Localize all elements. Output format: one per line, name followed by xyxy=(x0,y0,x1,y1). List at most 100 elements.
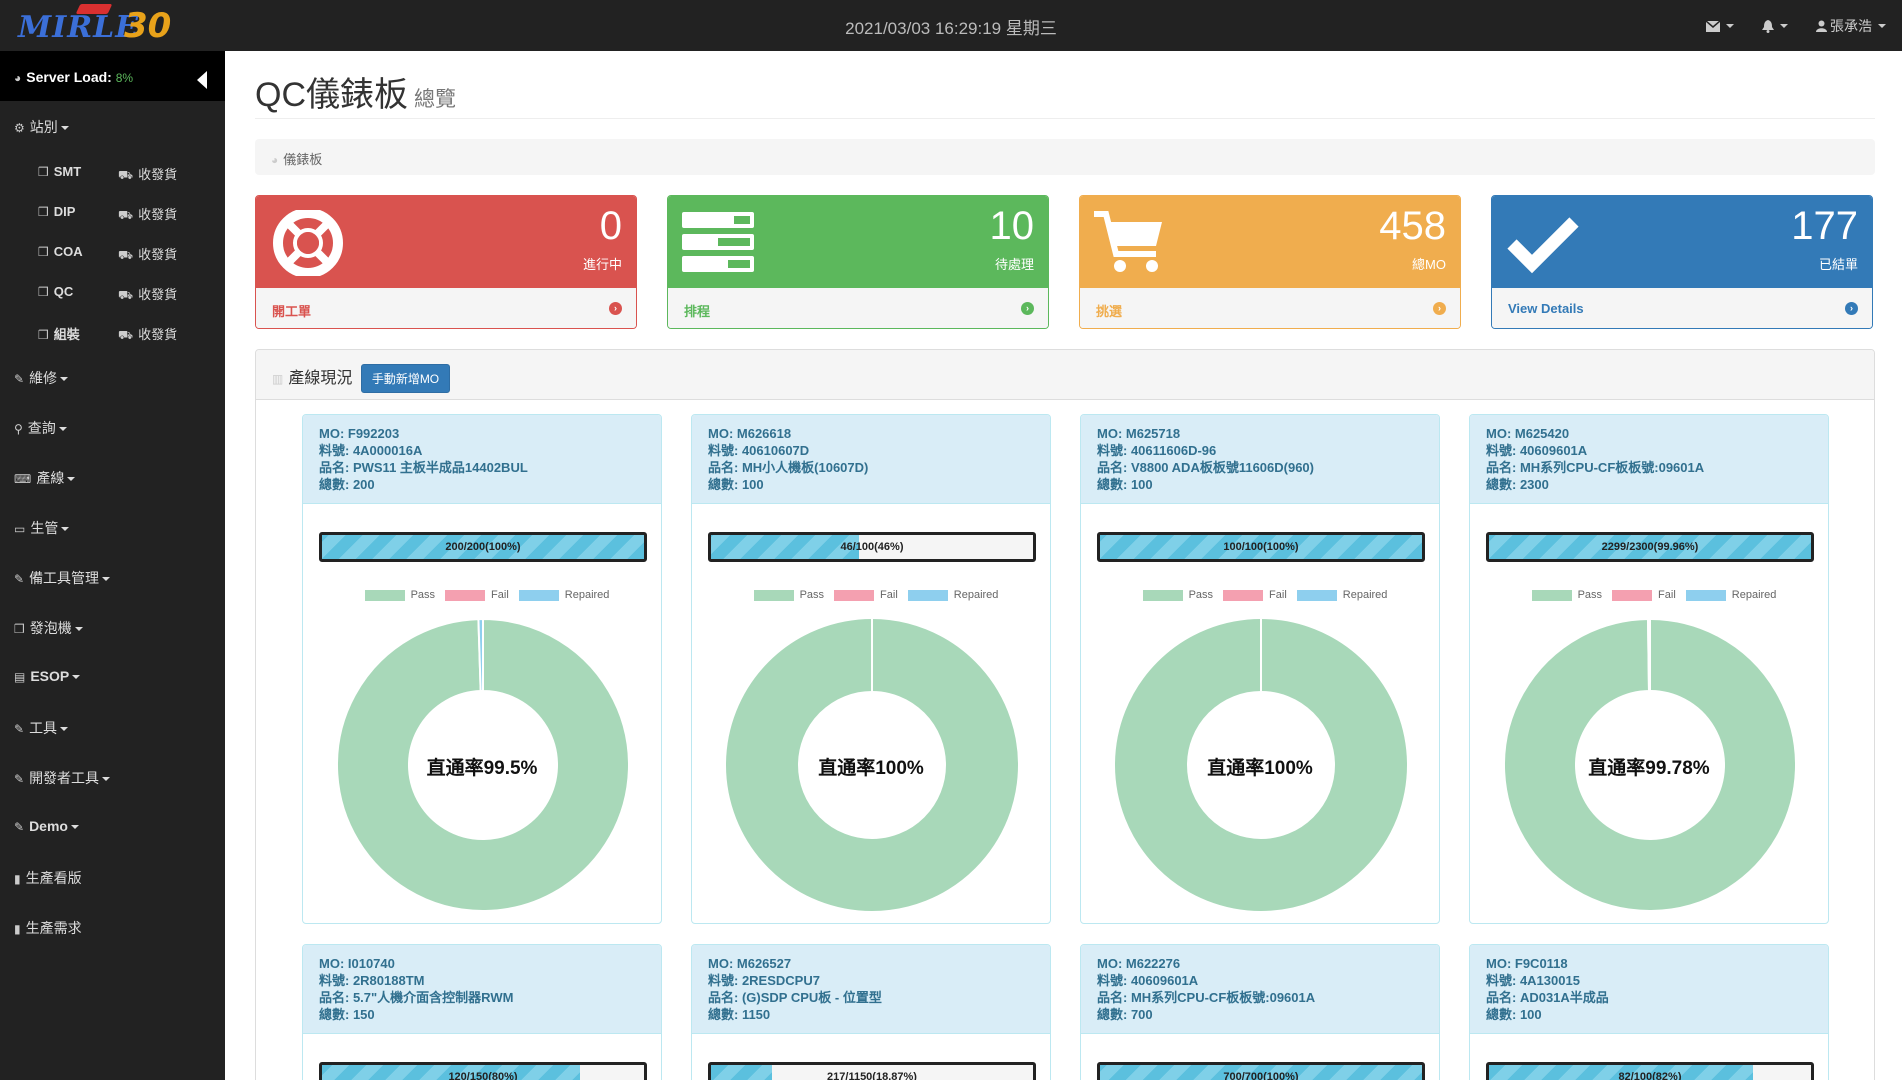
station-name: 組裝 xyxy=(53,327,80,342)
legend-swatch-fail[interactable] xyxy=(1223,589,1264,601)
stat-link-open-order[interactable]: 開工單 › xyxy=(256,288,636,328)
legend-swatch-repaired[interactable] xyxy=(1685,589,1726,601)
mo-product-name: 品名: AD031A半成品 xyxy=(1486,990,1609,1005)
donut-slice-pass[interactable] xyxy=(336,617,630,912)
breadcrumb-item[interactable]: 儀錶板 xyxy=(283,152,323,167)
sidebar-collapse-icon[interactable] xyxy=(197,71,207,89)
alerts-dropdown[interactable] xyxy=(1762,19,1788,33)
mo-part-number: 料號: 2RESDCPU7 xyxy=(708,973,820,988)
stat-link-view-details[interactable]: View Details › xyxy=(1492,288,1872,328)
legend-label-pass: Pass xyxy=(1188,589,1214,601)
production-status-panel: ▥ 產線現況 手動新增MO MO: F992203 料號: 4A000016A 品名:… xyxy=(255,349,1875,1080)
sidebar-item-station[interactable]: ⚙ 站別 xyxy=(14,117,69,137)
station-assembly-shipping[interactable]: ⛟ 收發貨 xyxy=(118,324,177,344)
mo-card: MO: M626527 料號: 2RESDCPU7 品名: (G)SDP CPU板 … xyxy=(691,944,1051,1080)
mo-card: MO: F9C0118 料號: 4A130015 品名: AD031A半成品 總數: … xyxy=(1469,944,1829,1080)
station-coa-shipping[interactable]: ⛟ 收發貨 xyxy=(118,244,177,264)
sidebar-item-esop[interactable]: ▤ ESOP xyxy=(14,668,81,684)
mo-card-header: MO: F992203 料號: 4A000016A 品名: PWS11 主板半成品1… xyxy=(303,415,661,504)
mo-total: 總數: 150 xyxy=(319,1007,375,1022)
stat-link-select[interactable]: 挑選 › xyxy=(1080,288,1460,328)
stat-value: 458 xyxy=(1379,204,1446,248)
legend-swatch-pass[interactable] xyxy=(1531,589,1572,601)
sidebar-item-dev-tools[interactable]: ✎ 開發者工具 xyxy=(14,768,111,788)
bookmark-icon: ▮ xyxy=(14,872,21,886)
sidebar-item-tool-mgmt[interactable]: ✎ 備工具管理 xyxy=(14,568,111,588)
legend-swatch-pass[interactable] xyxy=(753,589,794,601)
legend-swatch-fail[interactable] xyxy=(1612,589,1653,601)
envelope-icon xyxy=(1706,20,1720,32)
station-name: SMT xyxy=(53,164,82,179)
mo-total: 總數: 200 xyxy=(319,477,375,492)
mo-progress-fill xyxy=(711,535,860,559)
company-logo[interactable]: MIRLE 30 xyxy=(14,4,184,48)
station-qc-shipping[interactable]: ⛟ 收發貨 xyxy=(118,284,177,304)
mo-progress-bar: 46/100(46%) xyxy=(708,532,1036,562)
sidebar-item-label: 生產需求 xyxy=(25,920,82,936)
station-qc[interactable]: ❒ QC xyxy=(38,284,73,299)
mo-progress-text: 217/1150(18.87%) xyxy=(827,1071,917,1080)
sidebar-item-query[interactable]: ⚲ 查詢 xyxy=(14,418,67,438)
sidebar-item-production-mgmt[interactable]: ▭ 生管 xyxy=(14,518,70,538)
chart-legend: Pass Fail Repaired xyxy=(1470,589,1828,601)
dashboard-icon: ◕ xyxy=(271,153,279,167)
user-dropdown[interactable]: 張承浩 xyxy=(1816,16,1886,36)
user-icon xyxy=(1816,20,1827,32)
mo-product-name: 品名: MH系列CPU-CF板板號:09601A xyxy=(1486,460,1705,475)
sidebar-item-production-board[interactable]: ▮ 生產看版 xyxy=(14,868,82,888)
mo-progress-fill xyxy=(711,1065,772,1080)
wrench-icon: ✎ xyxy=(14,372,25,386)
page-header: QC儀錶板 總覽 xyxy=(255,67,1875,119)
mo-progress-fill xyxy=(1489,535,1811,559)
mo-product-name: 品名: V8800 ADA板板號11606D(960) xyxy=(1097,460,1314,475)
stat-panel-in-progress: 0 進行中 開工單 › xyxy=(255,195,637,329)
chart-legend: Pass Fail Repaired xyxy=(1081,589,1439,601)
sidebar-item-label: 查詢 xyxy=(27,420,56,436)
sidebar-item-demo[interactable]: ✎ Demo xyxy=(14,818,79,834)
first-pass-yield: 直通率100% xyxy=(1207,758,1313,779)
mo-card-header: MO: I010740 料號: 2R80188TM 品名: 5.7"人機介面含控制器… xyxy=(303,945,661,1034)
first-pass-yield: 直通率99.5% xyxy=(426,758,538,779)
legend-swatch-pass[interactable] xyxy=(1142,589,1183,601)
mo-number: MO: I010740 xyxy=(319,956,395,971)
mo-progress-text: 46/100(46%) xyxy=(840,541,904,553)
legend-swatch-repaired[interactable] xyxy=(907,589,948,601)
mo-product-name: 品名: MH系列CPU-CF板板號:09601A xyxy=(1097,990,1316,1005)
mo-progress-text: 200/200(100%) xyxy=(445,541,521,553)
mo-progress-fill xyxy=(322,535,644,559)
station-coa[interactable]: ❒ COA xyxy=(38,244,83,259)
legend-swatch-repaired[interactable] xyxy=(1296,589,1337,601)
station-dip-shipping[interactable]: ⛟ 收發貨 xyxy=(118,204,177,224)
sidebar-item-tools[interactable]: ✎ 工具 xyxy=(14,718,69,738)
stat-link-schedule[interactable]: 排程 › xyxy=(668,288,1048,328)
legend-swatch-fail[interactable] xyxy=(445,589,486,601)
messages-dropdown[interactable] xyxy=(1706,20,1734,32)
sidebar-item-label: Demo xyxy=(29,818,68,834)
station-smt[interactable]: ❒ SMT xyxy=(38,164,81,179)
sidebar-item-label: 發泡機 xyxy=(29,620,72,636)
mo-number: MO: M625420 xyxy=(1486,426,1570,441)
legend-swatch-fail[interactable] xyxy=(834,589,875,601)
stat-value: 177 xyxy=(1791,204,1858,248)
donut-slice-pass[interactable] xyxy=(1503,617,1797,912)
mo-card: MO: M625420 料號: 40609601A 品名: MH系列CPU-CF板板… xyxy=(1469,414,1829,924)
sidebar-item-label: 開發者工具 xyxy=(29,770,100,786)
station-dip[interactable]: ❒ DIP xyxy=(38,204,75,219)
station-action: 收發貨 xyxy=(138,207,178,222)
station-smt-shipping[interactable]: ⛟ 收發貨 xyxy=(118,164,177,184)
legend-label-pass: Pass xyxy=(1577,589,1603,601)
mo-product-name: 品名: 5.7"人機介面含控制器RWM xyxy=(319,990,514,1005)
sidebar-item-line[interactable]: ⌨ 產線 xyxy=(14,468,76,488)
mo-progress-fill xyxy=(1100,1065,1422,1080)
add-mo-button[interactable]: 手動新增MO xyxy=(360,364,451,394)
mo-card-header: MO: M625718 料號: 40611606D-96 品名: V8800 ADA… xyxy=(1081,415,1439,504)
sidebar-item-repair[interactable]: ✎ 維修 xyxy=(14,368,69,388)
sidebar-item-production-demand[interactable]: ▮ 生產需求 xyxy=(14,918,82,938)
mo-progress-text: 82/100(82%) xyxy=(1618,1071,1682,1080)
sidebar-item-foam-machine[interactable]: ❒ 發泡機 xyxy=(14,618,83,638)
yield-donut-chart xyxy=(1503,617,1797,912)
arrow-circle-right-icon: › xyxy=(609,302,622,315)
station-assembly[interactable]: ❒ 組裝 xyxy=(38,324,80,343)
legend-swatch-repaired[interactable] xyxy=(518,589,559,601)
legend-swatch-pass[interactable] xyxy=(364,589,405,601)
